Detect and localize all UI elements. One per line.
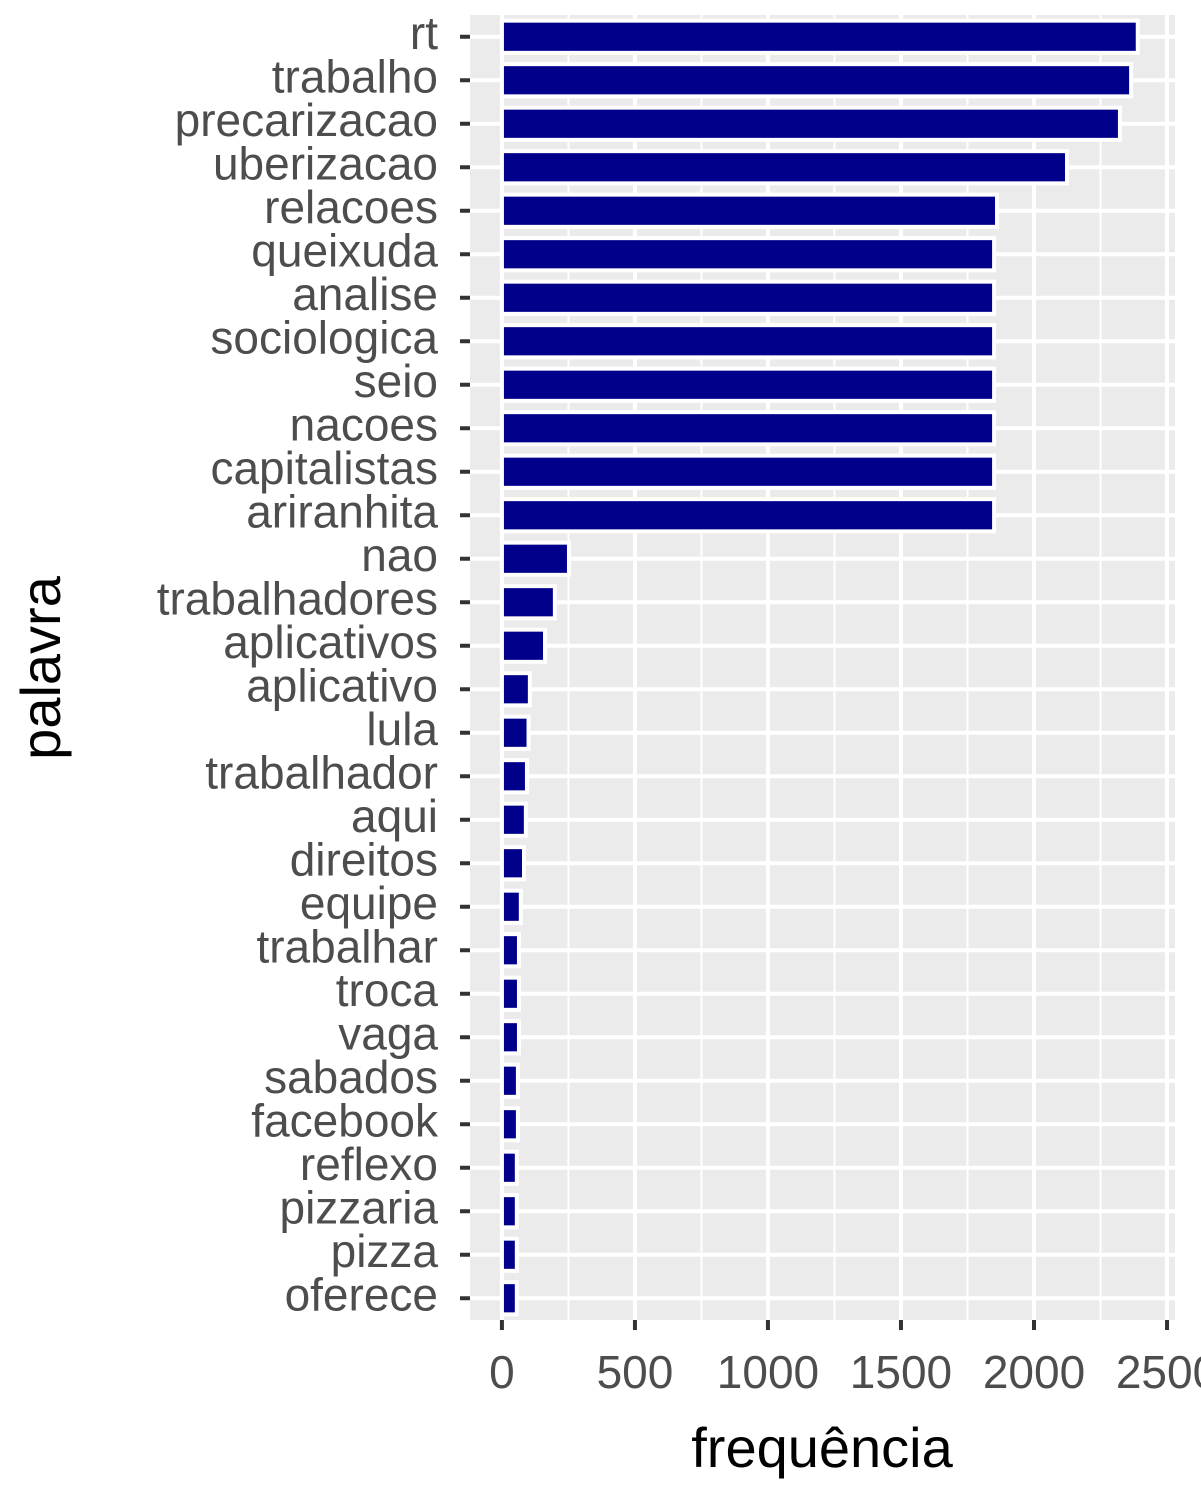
y-tick-label: reflexo bbox=[300, 1138, 438, 1190]
y-tick-label: trabalhar bbox=[256, 920, 438, 972]
y-axis-title: palavra bbox=[9, 575, 72, 760]
y-tick-label: oferece bbox=[285, 1268, 438, 1320]
y-tick-label: aplicativos bbox=[223, 616, 438, 668]
x-tick-label: 0 bbox=[489, 1346, 515, 1398]
bar bbox=[499, 584, 557, 621]
bar bbox=[499, 366, 997, 403]
bar bbox=[499, 453, 997, 490]
y-tick-label: capitalistas bbox=[210, 442, 438, 494]
bar bbox=[499, 1236, 519, 1273]
bar bbox=[499, 932, 521, 969]
x-tick-label: 2000 bbox=[983, 1346, 1085, 1398]
bar bbox=[499, 62, 1134, 99]
x-tick-label: 1000 bbox=[717, 1346, 819, 1398]
y-tick-label: nacoes bbox=[290, 398, 438, 450]
y-tick-label: seio bbox=[354, 355, 438, 407]
bar bbox=[499, 410, 997, 447]
y-tick-label: uberizacao bbox=[213, 137, 438, 189]
y-tick-label: lula bbox=[366, 703, 438, 755]
bar bbox=[499, 1149, 519, 1186]
panel bbox=[470, 15, 1175, 1320]
y-tick-label: equipe bbox=[300, 877, 438, 929]
y-tick-label: trabalho bbox=[272, 50, 438, 102]
y-tick-label: aqui bbox=[351, 790, 438, 842]
y-tick-label: sabados bbox=[264, 1051, 438, 1103]
y-tick-label: analise bbox=[292, 268, 438, 320]
y-tick-label: rt bbox=[410, 7, 438, 59]
bar bbox=[499, 279, 997, 316]
bar bbox=[499, 1106, 520, 1143]
bar bbox=[499, 671, 532, 708]
bar bbox=[499, 1193, 519, 1230]
bar bbox=[499, 540, 571, 577]
bar bbox=[499, 497, 997, 534]
bar bbox=[499, 714, 531, 751]
bar bbox=[499, 627, 548, 664]
bar bbox=[499, 323, 997, 360]
y-tick-label: aplicativo bbox=[246, 659, 438, 711]
bar bbox=[499, 801, 528, 838]
y-tick-label: sociologica bbox=[210, 311, 438, 363]
y-tick-label: trabalhadores bbox=[157, 572, 438, 624]
bar bbox=[499, 1062, 520, 1099]
bar bbox=[499, 975, 521, 1012]
bar bbox=[499, 1019, 521, 1056]
y-tick-label: precarizacao bbox=[175, 94, 438, 146]
y-tick-label: troca bbox=[336, 964, 439, 1016]
bar bbox=[499, 192, 1000, 229]
y-tick-label: pizzaria bbox=[279, 1181, 438, 1233]
bar bbox=[499, 149, 1069, 186]
bar bbox=[499, 105, 1122, 142]
x-tick-label: 1500 bbox=[850, 1346, 952, 1398]
y-tick-label: pizza bbox=[331, 1225, 439, 1277]
y-tick-label: nao bbox=[361, 529, 438, 581]
y-tick-label: facebook bbox=[251, 1094, 439, 1146]
bar bbox=[499, 18, 1140, 55]
bar bbox=[499, 1280, 519, 1317]
x-tick-label: 2500 bbox=[1116, 1346, 1201, 1398]
bar bbox=[499, 758, 529, 795]
x-tick-label: 500 bbox=[597, 1346, 674, 1398]
bar bbox=[499, 236, 997, 273]
x-axis-title: frequência bbox=[691, 1416, 953, 1479]
y-tick-label: trabalhador bbox=[205, 746, 438, 798]
y-tick-label: vaga bbox=[338, 1007, 438, 1059]
y-tick-label: ariranhita bbox=[246, 485, 438, 537]
bar bbox=[499, 845, 527, 882]
y-tick-label: relacoes bbox=[264, 181, 438, 233]
y-tick-label: queixuda bbox=[251, 224, 438, 276]
y-tick-label: direitos bbox=[290, 833, 438, 885]
bar bbox=[499, 888, 523, 925]
